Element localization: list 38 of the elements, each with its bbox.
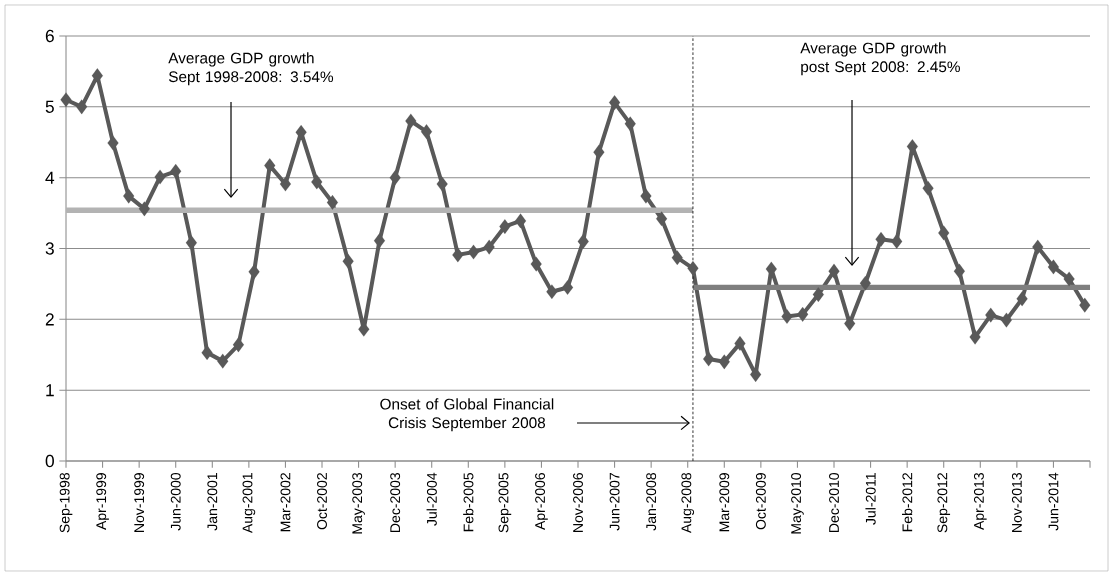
y-tick-label: 4 <box>45 171 55 184</box>
x-tick-label: Apr-1999 <box>96 473 109 530</box>
x-tick-label: Jun-2000 <box>170 472 181 531</box>
x-tick-label: Jan-2008 <box>646 473 657 531</box>
annotation: Onset of Global Financial Crisis September 2008 <box>380 398 554 432</box>
annotation: Average GDP growth post Sept 2008: 2.45% <box>800 42 960 76</box>
x-tick-label: Nov-2006 <box>573 473 583 532</box>
x-tick-label: Mar-2009 <box>719 473 730 532</box>
x-tick-label: Jan-2001 <box>207 473 218 531</box>
x-tick-label: Sep-1998 <box>59 473 73 533</box>
x-tick-label: Mar-2002 <box>280 473 291 532</box>
x-tick-label: Jun-2007 <box>609 473 620 531</box>
x-tick-label: Jul-2004 <box>426 472 437 526</box>
x-tick-label: Feb-2012 <box>902 473 913 532</box>
x-tick-label: Sep-2012 <box>937 473 951 533</box>
y-tick-label: 5 <box>45 100 54 113</box>
x-tick-label: Sep-2005 <box>498 472 512 533</box>
x-tick-label: Apr-2013 <box>973 473 987 530</box>
x-tick-label: May-2003 <box>352 473 365 534</box>
x-tick-label: Feb-2005 <box>463 472 474 532</box>
x-tick-label: Jul-2011 <box>865 473 876 525</box>
x-tick-label: Dec-2003 <box>390 473 401 532</box>
x-tick-label: Nov-2013 <box>1011 473 1022 532</box>
y-tick-label: 2 <box>45 313 54 326</box>
y-tick-label: 3 <box>45 242 54 255</box>
x-tick-label: Apr-2006 <box>535 473 548 530</box>
x-tick-label: Aug-2001 <box>242 473 256 534</box>
x-tick-label: May-2010 <box>791 472 804 534</box>
y-tick-label: 1 <box>46 384 54 397</box>
x-tick-label: Aug-2008 <box>681 473 695 534</box>
x-tick-label: Dec-2010 <box>829 472 839 532</box>
x-tick-label: Nov-1999 <box>134 473 145 532</box>
x-tick-label: Oct-2002 <box>317 473 327 530</box>
annotation: Average GDP growth Sept 1998-2008: 3.54% <box>168 52 334 86</box>
x-tick-label: Jun-2014 <box>1048 472 1059 531</box>
x-tick-label: Oct-2009 <box>755 473 766 530</box>
y-tick-label: 0 <box>45 454 54 468</box>
y-tick-label: 6 <box>45 29 54 43</box>
